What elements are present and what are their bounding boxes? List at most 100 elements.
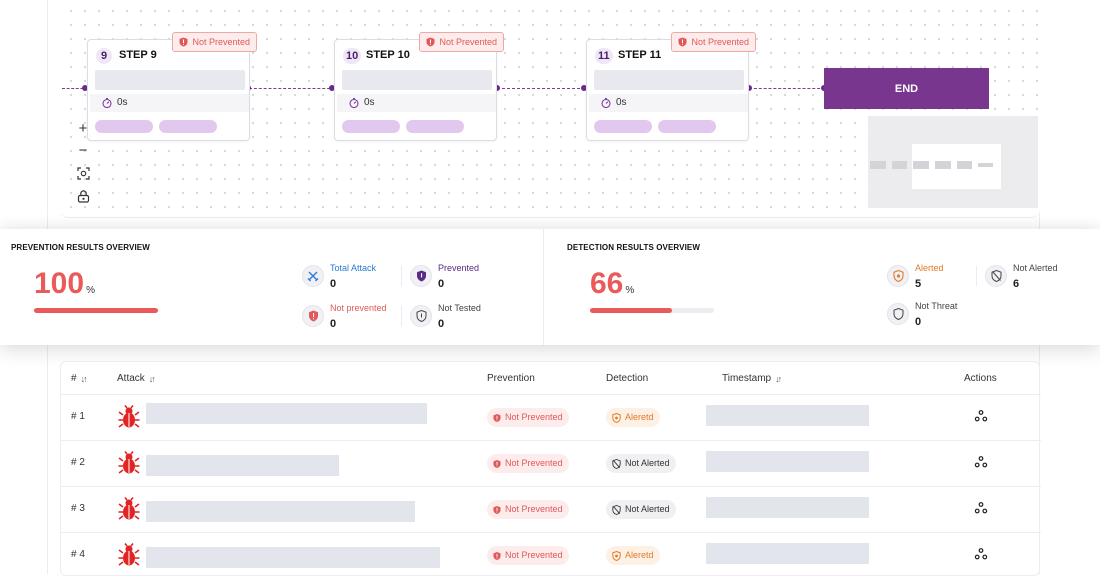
bug-icon bbox=[118, 497, 140, 520]
percent-unit: % bbox=[625, 285, 635, 296]
step-duration: 0s bbox=[601, 97, 627, 108]
table-row[interactable]: # 2 Not Prevented Not Alerted bbox=[61, 441, 1041, 487]
prevention-progress-fill bbox=[34, 308, 158, 313]
minimap-node bbox=[892, 161, 907, 169]
step-tag bbox=[594, 120, 652, 133]
metric-label: Not Tested bbox=[438, 303, 481, 313]
step-card-11[interactable]: 11 STEP 11 Not Prevented 0s bbox=[586, 32, 756, 141]
metric-label: Prevented bbox=[438, 263, 480, 273]
metric-value: 0 bbox=[915, 316, 922, 328]
attack-name-placeholder bbox=[146, 501, 415, 522]
shield-info-icon bbox=[410, 305, 432, 327]
prevention-status-badge: Not Prevented bbox=[487, 500, 569, 519]
flow-minimap[interactable] bbox=[868, 116, 1038, 208]
prevention-status-badge: Not Prevented bbox=[487, 454, 569, 473]
badge-label: Not Alerted bbox=[625, 504, 670, 514]
step-card-9[interactable]: 9 STEP 9 Not Prevented 0s bbox=[87, 32, 257, 141]
zoom-in-button[interactable]: + bbox=[78, 119, 88, 137]
step-status-label: Not Prevented bbox=[192, 37, 250, 47]
shield-check-icon bbox=[410, 265, 432, 287]
column-header-attack[interactable]: Attack ↓↑ bbox=[117, 373, 156, 384]
column-header-timestamp[interactable]: Timestamp ↓↑ bbox=[722, 373, 782, 384]
connector-dot bbox=[329, 85, 335, 91]
connector-dot bbox=[581, 85, 587, 91]
badge-label: Not Prevented bbox=[505, 412, 563, 422]
detection-status-badge: Aleretd bbox=[606, 408, 660, 427]
step-title: STEP 10 bbox=[366, 49, 410, 61]
shield-alert-icon bbox=[426, 37, 435, 47]
actions-menu-icon[interactable] bbox=[974, 547, 988, 561]
detection-status-badge: Not Alerted bbox=[606, 454, 676, 473]
metric-label: Total Attack bbox=[330, 263, 377, 273]
attack-results-table: # ↓↑ Attack ↓↑ Prevention Detection Timest… bbox=[60, 361, 1041, 579]
metric-not-tested: Not Tested 0 bbox=[410, 303, 530, 339]
column-header-num[interactable]: # ↓↑ bbox=[71, 373, 88, 384]
sort-icon[interactable]: ↓↑ bbox=[775, 373, 782, 384]
step-status-badge: Not Prevented bbox=[671, 32, 756, 52]
step-time-row: 0s bbox=[90, 94, 249, 112]
results-overview-panel: PREVENTION RESULTS OVERVIEW 100% Total A… bbox=[0, 229, 1100, 345]
detection-overview-title: DETECTION RESULTS OVERVIEW bbox=[567, 243, 700, 252]
lock-icon bbox=[77, 189, 89, 203]
step-number: 9 bbox=[96, 48, 112, 64]
metric-label: Alerted bbox=[915, 263, 944, 273]
metric-value: 0 bbox=[330, 278, 337, 290]
flow-connector bbox=[62, 88, 88, 89]
step-status-badge: Not Prevented bbox=[419, 32, 504, 52]
sort-icon[interactable]: ↓↑ bbox=[148, 373, 156, 384]
flow-connector bbox=[249, 88, 335, 89]
zoom-out-button[interactable]: − bbox=[78, 141, 88, 159]
shield-star-icon bbox=[887, 265, 909, 287]
column-header-actions: Actions bbox=[964, 373, 997, 384]
timer-icon bbox=[601, 97, 611, 108]
shield-alert-icon bbox=[493, 505, 501, 514]
metric-prevented: Prevented 0 bbox=[410, 263, 530, 299]
metric-value: 5 bbox=[915, 278, 922, 290]
metric-separator bbox=[401, 266, 402, 286]
shield-alert-icon bbox=[302, 305, 324, 327]
detection-progress-fill bbox=[590, 308, 672, 313]
actions-menu-icon[interactable] bbox=[974, 409, 988, 423]
metric-value: 6 bbox=[1013, 278, 1020, 290]
step-time-row: 0s bbox=[589, 94, 748, 112]
table-row[interactable]: # 1 Not Prevented Aleretd bbox=[61, 395, 1041, 441]
metric-total-attack: Total Attack 0 bbox=[302, 263, 422, 299]
metric-label: Not prevented bbox=[330, 303, 387, 313]
badge-label: Not Prevented bbox=[505, 458, 563, 468]
lock-button[interactable] bbox=[73, 186, 93, 206]
detection-status-badge: Aleretd bbox=[606, 546, 660, 565]
actions-menu-icon[interactable] bbox=[974, 501, 988, 515]
bug-icon bbox=[118, 543, 140, 566]
metric-separator bbox=[401, 306, 402, 326]
column-header-prevention: Prevention bbox=[487, 373, 535, 384]
metric-not-threat: Not Threat 0 bbox=[887, 301, 1007, 337]
row-number: # 3 bbox=[71, 503, 85, 514]
end-node[interactable]: END bbox=[824, 68, 989, 109]
timestamp-placeholder bbox=[706, 497, 869, 518]
metric-value: 0 bbox=[438, 278, 445, 290]
table-row[interactable]: # 3 Not Prevented Not Alerted bbox=[61, 487, 1041, 533]
actions-menu-icon[interactable] bbox=[974, 455, 988, 469]
fit-view-button[interactable] bbox=[73, 163, 93, 183]
shield-alert-icon bbox=[493, 551, 501, 560]
prevention-progress-track bbox=[34, 308, 158, 313]
percent-unit: % bbox=[86, 285, 95, 296]
prevention-percent-value: 100 bbox=[34, 267, 85, 300]
step-status-label: Not Prevented bbox=[439, 37, 497, 47]
step-time-row: 0s bbox=[337, 94, 496, 112]
table-row[interactable]: # 4 Not Prevented Aleretd bbox=[61, 533, 1041, 579]
timestamp-placeholder bbox=[706, 405, 869, 426]
metric-not-alerted: Not Alerted 6 bbox=[985, 263, 1100, 299]
row-number: # 1 bbox=[71, 411, 85, 422]
swords-icon bbox=[302, 265, 324, 287]
attack-name-placeholder bbox=[146, 403, 427, 424]
badge-label: Not Prevented bbox=[505, 550, 563, 560]
metric-label: Not Alerted bbox=[1013, 263, 1058, 273]
sort-icon[interactable]: ↓↑ bbox=[80, 373, 88, 384]
shield-alert-icon bbox=[678, 37, 687, 47]
step-card-10[interactable]: 10 STEP 10 Not Prevented 0s bbox=[334, 32, 504, 141]
detection-progress-track bbox=[590, 308, 714, 313]
shield-off-icon bbox=[985, 265, 1007, 287]
prevention-status-badge: Not Prevented bbox=[487, 408, 569, 427]
step-title: STEP 9 bbox=[119, 49, 157, 61]
